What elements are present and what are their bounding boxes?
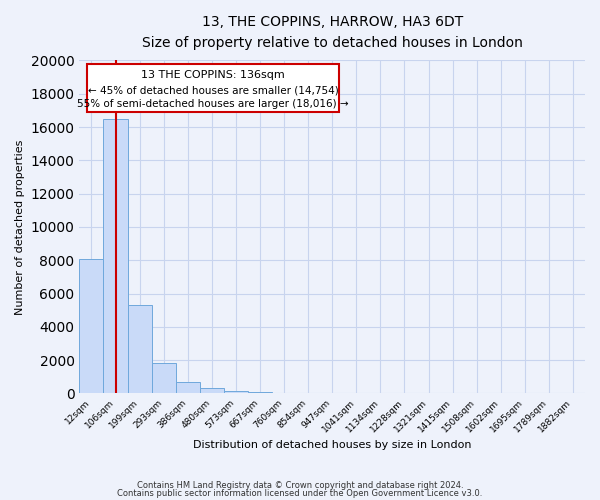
Bar <box>152 364 176 394</box>
Bar <box>79 258 103 394</box>
Bar <box>248 392 272 394</box>
Text: ← 45% of detached houses are smaller (14,754): ← 45% of detached houses are smaller (14… <box>88 86 338 96</box>
Text: 55% of semi-detached houses are larger (18,016) →: 55% of semi-detached houses are larger (… <box>77 99 349 109</box>
Bar <box>272 392 296 394</box>
Bar <box>103 119 128 394</box>
X-axis label: Distribution of detached houses by size in London: Distribution of detached houses by size … <box>193 440 472 450</box>
Bar <box>200 388 224 394</box>
Y-axis label: Number of detached properties: Number of detached properties <box>15 140 25 314</box>
Bar <box>176 382 200 394</box>
Text: Contains public sector information licensed under the Open Government Licence v3: Contains public sector information licen… <box>118 488 482 498</box>
Text: Contains HM Land Registry data © Crown copyright and database right 2024.: Contains HM Land Registry data © Crown c… <box>137 481 463 490</box>
Title: 13, THE COPPINS, HARROW, HA3 6DT
Size of property relative to detached houses in: 13, THE COPPINS, HARROW, HA3 6DT Size of… <box>142 15 523 50</box>
FancyBboxPatch shape <box>86 64 340 112</box>
Bar <box>128 305 152 394</box>
Bar <box>224 391 248 394</box>
Text: 13 THE COPPINS: 136sqm: 13 THE COPPINS: 136sqm <box>141 70 285 81</box>
